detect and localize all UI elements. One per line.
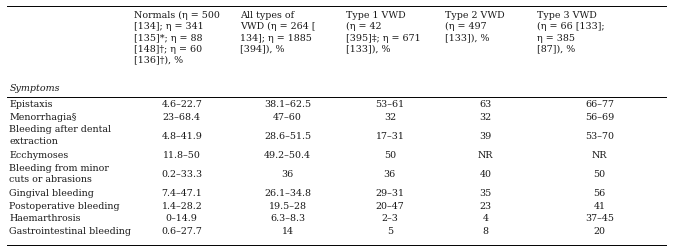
Text: 56: 56 — [593, 188, 606, 197]
Text: 17–31: 17–31 — [375, 131, 404, 140]
Text: Type 2 VWD
(η = 497
[133]), %: Type 2 VWD (η = 497 [133]), % — [445, 11, 504, 42]
Text: All types of
VWD (η = 264 [
134]; η = 1885
[394]), %: All types of VWD (η = 264 [ 134]; η = 18… — [240, 11, 315, 53]
Text: 50: 50 — [594, 169, 606, 178]
Text: 20: 20 — [594, 226, 605, 235]
Text: 38.1–62.5: 38.1–62.5 — [264, 100, 311, 108]
Text: 14: 14 — [282, 226, 293, 235]
Text: 56–69: 56–69 — [585, 112, 614, 121]
Text: 29–31: 29–31 — [375, 188, 404, 197]
Text: 6.3–8.3: 6.3–8.3 — [270, 213, 305, 223]
Text: 4.6–22.7: 4.6–22.7 — [161, 100, 202, 108]
Text: 47–60: 47–60 — [273, 112, 302, 121]
Text: Gingival bleeding: Gingival bleeding — [9, 188, 94, 197]
Text: 4: 4 — [483, 213, 489, 223]
Text: Haemarthrosis: Haemarthrosis — [9, 214, 81, 223]
Text: 23: 23 — [480, 201, 491, 210]
Text: Symptoms: Symptoms — [9, 84, 60, 93]
Text: 63: 63 — [479, 100, 492, 108]
Text: 7.4–47.1: 7.4–47.1 — [161, 188, 202, 197]
Text: 66–77: 66–77 — [585, 100, 614, 108]
Text: 35: 35 — [479, 188, 492, 197]
Text: 40: 40 — [480, 169, 491, 178]
Text: 41: 41 — [594, 201, 605, 210]
Text: 1.4–28.2: 1.4–28.2 — [161, 201, 202, 210]
Text: NR: NR — [478, 150, 493, 159]
Text: 53–61: 53–61 — [375, 100, 404, 108]
Text: 50: 50 — [384, 150, 396, 159]
Text: 20–47: 20–47 — [375, 201, 404, 210]
Text: 0.2–33.3: 0.2–33.3 — [161, 169, 202, 178]
Text: Normals (η = 500
[134]; η = 341
[135]*; η = 88
[148]†; η = 60
[136]†), %: Normals (η = 500 [134]; η = 341 [135]*; … — [134, 11, 220, 65]
Text: 11.8–50: 11.8–50 — [163, 150, 201, 159]
Text: 5: 5 — [387, 226, 393, 235]
Text: Type 1 VWD
(η = 42
[395]‡; η = 671
[133]), %: Type 1 VWD (η = 42 [395]‡; η = 671 [133]… — [346, 11, 420, 53]
Text: Epistaxis: Epistaxis — [9, 100, 53, 109]
Text: Bleeding after dental
extraction: Bleeding after dental extraction — [9, 125, 111, 145]
Text: 32: 32 — [480, 112, 491, 121]
Text: 0.6–27.7: 0.6–27.7 — [161, 226, 202, 235]
Text: 26.1–34.8: 26.1–34.8 — [264, 188, 311, 197]
Text: 8: 8 — [483, 226, 489, 235]
Text: 36: 36 — [384, 169, 396, 178]
Text: 23–68.4: 23–68.4 — [163, 112, 201, 121]
Text: Type 3 VWD
(η = 66 [133];
η = 385
[87]), %: Type 3 VWD (η = 66 [133]; η = 385 [87]),… — [537, 11, 605, 53]
Text: 0–14.9: 0–14.9 — [166, 213, 197, 223]
Text: 32: 32 — [384, 112, 396, 121]
Text: 4.8–41.9: 4.8–41.9 — [161, 131, 202, 140]
Text: 19.5–28: 19.5–28 — [268, 201, 307, 210]
Text: 53–70: 53–70 — [585, 131, 614, 140]
Text: 39: 39 — [479, 131, 492, 140]
Text: Postoperative bleeding: Postoperative bleeding — [9, 201, 120, 210]
Text: 28.6–51.5: 28.6–51.5 — [264, 131, 311, 140]
Text: 36: 36 — [281, 169, 294, 178]
Text: 37–45: 37–45 — [585, 213, 614, 223]
Text: 2–3: 2–3 — [381, 213, 398, 223]
Text: Menorrhagia§: Menorrhagia§ — [9, 112, 77, 121]
Text: Gastrointestinal bleeding: Gastrointestinal bleeding — [9, 226, 131, 235]
Text: Bleeding from minor
cuts or abrasions: Bleeding from minor cuts or abrasions — [9, 163, 109, 183]
Text: 49.2–50.4: 49.2–50.4 — [264, 150, 311, 159]
Text: NR: NR — [592, 150, 607, 159]
Text: Ecchymoses: Ecchymoses — [9, 150, 69, 159]
